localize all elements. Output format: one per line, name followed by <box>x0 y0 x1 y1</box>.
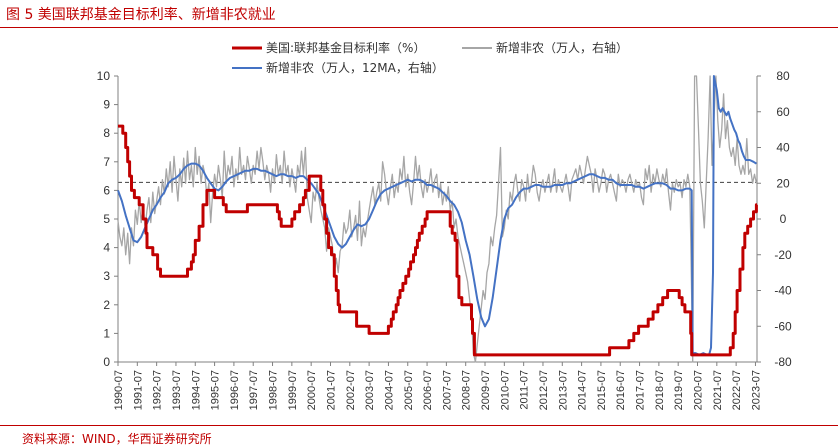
x-tick-label: 2008-07 <box>461 370 473 410</box>
x-tick-label: 1996-07 <box>229 370 241 410</box>
left-tick-label: 4 <box>103 241 110 255</box>
x-tick-label: 1991-07 <box>132 370 144 410</box>
chart-title: 图 5 美国联邦基金目标利率、新增非农就业 <box>6 7 276 23</box>
left-tick-label: 9 <box>103 98 110 112</box>
x-tick-label: 1990-07 <box>113 370 125 410</box>
series-line-fed <box>118 124 758 357</box>
left-tick-label: 5 <box>103 212 110 226</box>
x-tick-label: 2006-07 <box>422 370 434 410</box>
left-tick-label: 8 <box>103 126 110 140</box>
legend-label-fed: 美国:联邦基金目标利率（%） <box>266 40 425 55</box>
x-tick-label: 2002-07 <box>345 370 357 410</box>
x-tick-label: 2012-07 <box>538 370 550 410</box>
x-tick-label: 2020-07 <box>693 370 705 410</box>
x-tick-label: 2013-07 <box>557 370 569 410</box>
x-tick-label: 1995-07 <box>210 370 222 410</box>
x-tick-label: 1994-07 <box>190 370 202 410</box>
legend-label-nfp-ma: 新增非农（万人，12MA，右轴） <box>266 60 444 75</box>
series-line-nfp-ma <box>117 75 757 356</box>
x-tick-label: 2017-07 <box>635 370 647 410</box>
left-tick-label: 0 <box>103 355 110 369</box>
right-tick-label: -80 <box>774 355 792 369</box>
series-line-nfp <box>117 75 758 363</box>
x-tick-label: 2016-07 <box>615 370 627 410</box>
left-tick-label: 2 <box>103 298 110 312</box>
x-tick-label: 2009-07 <box>480 370 492 410</box>
right-tick-label: 40 <box>776 141 790 155</box>
x-tick-label: 1992-07 <box>152 370 164 410</box>
x-tick-label: 2022-07 <box>731 370 743 410</box>
x-tick-label: 2001-07 <box>325 370 337 410</box>
x-tick-label: 2019-07 <box>673 370 685 410</box>
x-tick-label: 2004-07 <box>383 370 395 410</box>
right-tick-label: 0 <box>780 212 787 226</box>
legend: 美国:联邦基金目标利率（%） 新增非农（万人，右轴） 新增非农（万人，12MA，… <box>232 40 628 75</box>
x-tick-label: 2005-07 <box>403 370 415 410</box>
x-tick-label: 2021-07 <box>712 370 724 410</box>
left-tick-label: 10 <box>97 69 111 83</box>
right-tick-label: 80 <box>776 69 790 83</box>
x-tick-label: 2003-07 <box>364 370 376 410</box>
left-tick-label: 3 <box>103 269 110 283</box>
right-tick-label: 60 <box>776 105 790 119</box>
x-tick-label: 2014-07 <box>577 370 589 410</box>
right-tick-label: 20 <box>776 176 790 190</box>
x-tick-label: 1993-07 <box>171 370 183 410</box>
x-tick-label: 1999-07 <box>287 370 299 410</box>
legend-label-nfp: 新增非农（万人，右轴） <box>496 40 628 55</box>
left-tick-label: 6 <box>103 183 110 197</box>
left-tick-label: 1 <box>103 326 110 340</box>
source-note: 资料来源：WIND，华西证券研究所 <box>22 432 212 446</box>
x-tick-label: 2011-07 <box>519 370 531 410</box>
x-tick-label: 2023-07 <box>750 370 762 410</box>
x-tick-label: 2015-07 <box>596 370 608 410</box>
x-tick-label: 1997-07 <box>248 370 260 410</box>
right-tick-label: -40 <box>774 284 792 298</box>
series-layer <box>117 75 758 363</box>
title-divider <box>0 27 838 28</box>
x-tick-label: 2018-07 <box>654 370 666 410</box>
axes-layer: 0 1 2 3 4 5 6 7 8 9 10 -80 -60 -40 -20 0 20 40 60 80 1990-07… <box>97 69 792 410</box>
footer-divider <box>0 425 838 426</box>
x-tick-label: 1998-07 <box>268 370 280 410</box>
x-tick-label: 2010-07 <box>499 370 511 410</box>
right-tick-label: -60 <box>774 319 792 333</box>
x-tick-label: 2007-07 <box>441 370 453 410</box>
x-tick-label: 2000-07 <box>306 370 318 410</box>
right-tick-label: -20 <box>774 248 792 262</box>
left-tick-label: 7 <box>103 155 110 169</box>
